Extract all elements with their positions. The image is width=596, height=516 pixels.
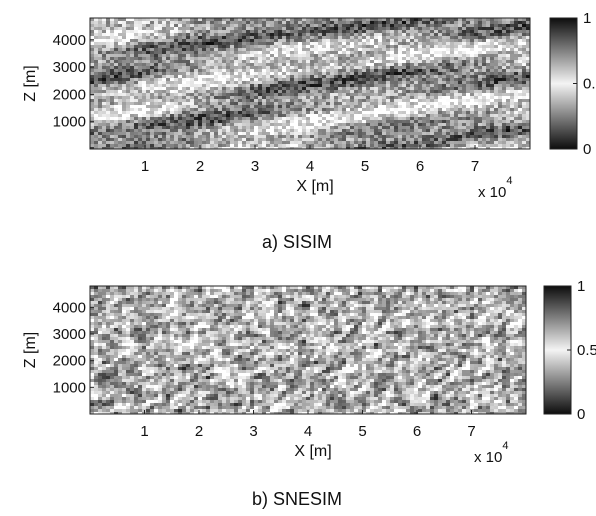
y-axis-label-snesim: Z [m] <box>22 332 39 368</box>
x-tick-label: 5 <box>358 423 366 440</box>
colorbar-snesim <box>543 285 572 415</box>
x-multiplier-exp-snesim: 4 <box>502 440 508 452</box>
x-ticks-snesim: 1 2 3 4 5 6 7 <box>140 410 476 440</box>
x-axis-label-snesim: X [m] <box>294 443 331 460</box>
y-tick-label: 4000 <box>53 32 86 49</box>
colorbar-tick-label: 0.5 <box>577 342 596 359</box>
colorbar-ticks-snesim: 00.51 <box>567 278 596 423</box>
colorbar-tick-label: 0.5 <box>583 76 596 93</box>
colorbar-tick-label: 1 <box>577 278 585 295</box>
x-tick-label: 2 <box>196 158 204 175</box>
y-tick-label: 4000 <box>53 299 86 316</box>
x-multiplier-sisim: x 104 <box>478 175 512 201</box>
x-tick-label: 1 <box>141 158 149 175</box>
y-tick-label: 3000 <box>53 59 86 76</box>
x-ticks-sisim: 1 2 3 4 5 6 7 <box>141 145 479 175</box>
x-tick-label: 5 <box>361 158 369 175</box>
caption-snesim: b) SNESIM <box>252 489 342 509</box>
x-tick-label: 4 <box>304 423 312 440</box>
x-tick-label: 7 <box>471 158 479 175</box>
colorbar-ticks-sisim: 00.51 <box>573 10 596 158</box>
x-multiplier-exp-sisim: 4 <box>506 175 512 187</box>
heatmap-snesim <box>90 286 526 414</box>
x-tick-label: 7 <box>467 423 475 440</box>
x-multiplier-base-sisim: x 10 <box>478 184 506 201</box>
heatmap-sisim <box>90 18 530 149</box>
x-tick-label: 6 <box>416 158 424 175</box>
colorbar-tick-label: 0 <box>583 141 591 158</box>
colorbar-tick-label: 0 <box>577 406 585 423</box>
x-tick-label: 3 <box>251 158 259 175</box>
y-tick-label: 3000 <box>53 326 86 343</box>
colorbar-tick-label: 1 <box>583 10 591 27</box>
y-axis-label-sisim: Z [m] <box>22 65 39 101</box>
y-tick-label: 2000 <box>53 353 86 370</box>
y-tick-label: 1000 <box>53 114 86 131</box>
y-ticks-snesim: 1000 2000 3000 4000 <box>53 299 94 396</box>
caption-sisim: a) SISIM <box>262 232 332 252</box>
y-ticks-sisim: 1000 2000 3000 4000 <box>53 32 94 131</box>
x-tick-label: 1 <box>140 423 148 440</box>
x-tick-label: 2 <box>195 423 203 440</box>
x-tick-label: 4 <box>306 158 314 175</box>
y-tick-label: 2000 <box>53 86 86 103</box>
panel-sisim: 1 2 3 4 5 6 7 1000 2000 3000 4000 X [m] Z [m] x 1… <box>22 10 596 252</box>
x-tick-label: 6 <box>413 423 421 440</box>
x-tick-label: 3 <box>249 423 257 440</box>
x-axis-label-sisim: X [m] <box>296 178 333 195</box>
x-multiplier-snesim: x 104 <box>474 440 508 466</box>
y-tick-label: 1000 <box>53 379 86 396</box>
x-multiplier-base-snesim: x 10 <box>474 449 502 466</box>
colorbar-sisim <box>549 17 578 150</box>
panel-snesim: 1 2 3 4 5 6 7 1000 2000 3000 4000 X [m] Z [m] x 1… <box>22 278 596 509</box>
